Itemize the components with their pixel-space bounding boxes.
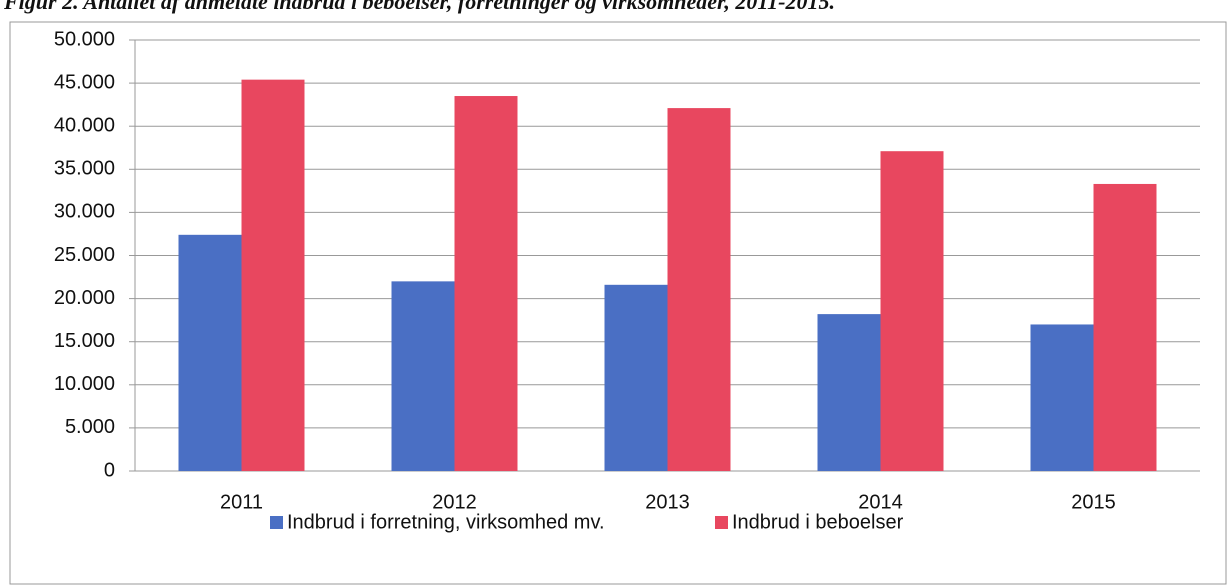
bar [391, 281, 455, 471]
bar [1030, 324, 1094, 471]
y-tick-label: 20.000 [54, 287, 115, 309]
bar [604, 284, 668, 471]
y-tick-label: 10.000 [54, 373, 115, 395]
bar [241, 79, 305, 471]
x-tick-label: 2015 [1071, 491, 1116, 513]
y-tick-label: 25.000 [54, 244, 115, 266]
legend-label: Indbrud i forretning, virksomhed mv. [287, 511, 605, 533]
x-tick-label: 2011 [220, 491, 263, 513]
y-tick-label: 35.000 [54, 158, 115, 180]
y-tick-label: 5.000 [65, 416, 115, 438]
bar [817, 314, 881, 471]
y-tick-label: 0 [104, 459, 115, 481]
y-tick-label: 50.000 [54, 28, 115, 50]
y-tick-label: 15.000 [54, 330, 115, 352]
bar [880, 151, 944, 471]
x-tick-label: 2014 [858, 491, 903, 513]
bar [178, 234, 242, 471]
x-tick-label: 2013 [645, 491, 690, 513]
legend-label: Indbrud i beboelser [732, 511, 904, 533]
bar [454, 96, 518, 471]
legend-swatch [270, 516, 283, 529]
chart-frame [9, 21, 1227, 585]
y-tick-label: 30.000 [54, 201, 115, 223]
y-tick-label: 40.000 [54, 114, 115, 136]
y-tick-label: 45.000 [54, 71, 115, 93]
bar [667, 108, 731, 472]
x-tick-label: 2012 [432, 491, 477, 513]
chart-title: Figur 2. Antallet af anmeldte indbrud i … [3, 0, 835, 14]
legend-swatch [715, 516, 728, 529]
bar [1093, 183, 1157, 472]
